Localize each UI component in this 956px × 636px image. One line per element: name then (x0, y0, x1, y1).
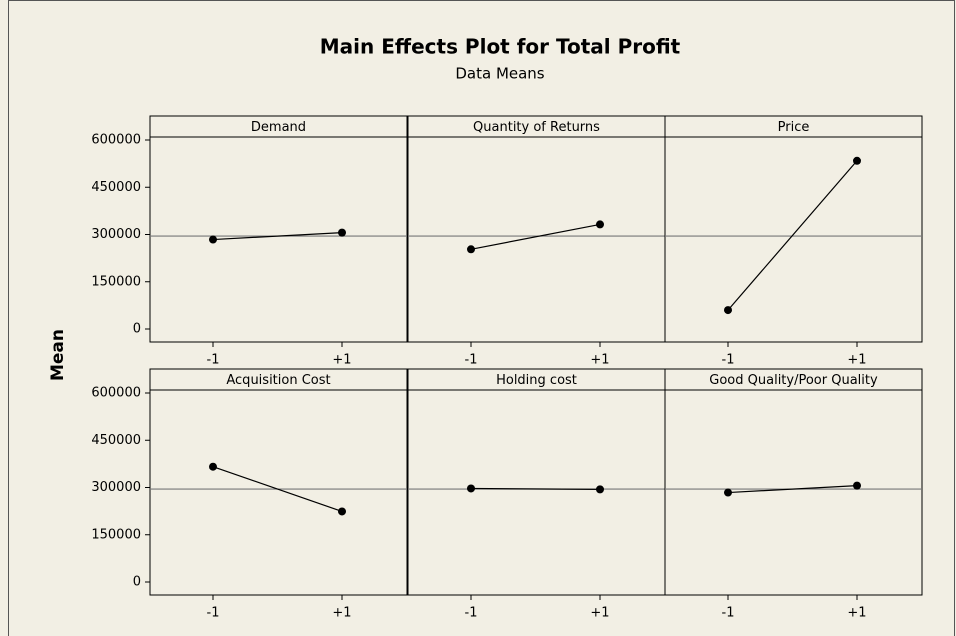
y-tick-label: 300000 (91, 227, 141, 242)
x-tick-label: +1 (332, 353, 351, 368)
panel-plot (149, 136, 408, 343)
y-tick-label: 150000 (91, 527, 141, 542)
point (338, 507, 346, 516)
panel-plot (664, 136, 923, 343)
x-tick-label: +1 (590, 606, 609, 621)
x-tick-label: +1 (847, 606, 866, 621)
effect-line (212, 466, 343, 513)
y-tick-label: 450000 (91, 433, 141, 448)
x-tick-label: -1 (722, 353, 735, 368)
point (724, 306, 732, 315)
panel-title: Acquisition Cost (226, 373, 330, 388)
x-tick-label: -1 (207, 353, 220, 368)
point (853, 481, 861, 490)
point (467, 245, 475, 254)
panel-title: Holding cost (496, 373, 577, 388)
panel-plot (664, 389, 923, 596)
panel-title: Demand (251, 120, 306, 135)
x-tick-label: -1 (465, 606, 478, 621)
point (338, 228, 346, 237)
point (596, 485, 604, 494)
x-tick-label: -1 (207, 606, 220, 621)
x-tick-label: +1 (847, 353, 866, 368)
panel-title: Quantity of Returns (473, 120, 600, 135)
y-tick-label: 600000 (91, 133, 141, 148)
y-tick-label: 0 (133, 322, 141, 337)
frame (8, 0, 955, 636)
x-tick-label: -1 (722, 606, 735, 621)
point (209, 462, 217, 471)
y-tick-label: 450000 (91, 180, 141, 195)
point (596, 220, 604, 229)
y-tick-label: 600000 (91, 386, 141, 401)
x-tick-label: -1 (465, 353, 478, 368)
chart-title: Main Effects Plot for Total Profit (320, 35, 681, 59)
effect-line (727, 160, 858, 311)
y-tick-label: 150000 (91, 274, 141, 289)
x-tick-label: +1 (590, 353, 609, 368)
y-tick-label: 300000 (91, 480, 141, 495)
point (467, 484, 475, 493)
y-tick-label: 0 (133, 575, 141, 590)
y-axis-label: Mean (48, 329, 68, 381)
point (724, 488, 732, 497)
panel-plot (149, 389, 408, 596)
effect-line (727, 485, 858, 494)
effect-line (470, 487, 601, 490)
effect-line (470, 223, 601, 250)
panel-title: Price (778, 120, 810, 135)
point (853, 156, 861, 165)
x-tick-label: +1 (332, 606, 351, 621)
chart-subtitle: Data Means (455, 65, 544, 83)
panel-title: Good Quality/Poor Quality (709, 373, 878, 388)
point (209, 235, 217, 244)
effect-line (212, 232, 343, 241)
